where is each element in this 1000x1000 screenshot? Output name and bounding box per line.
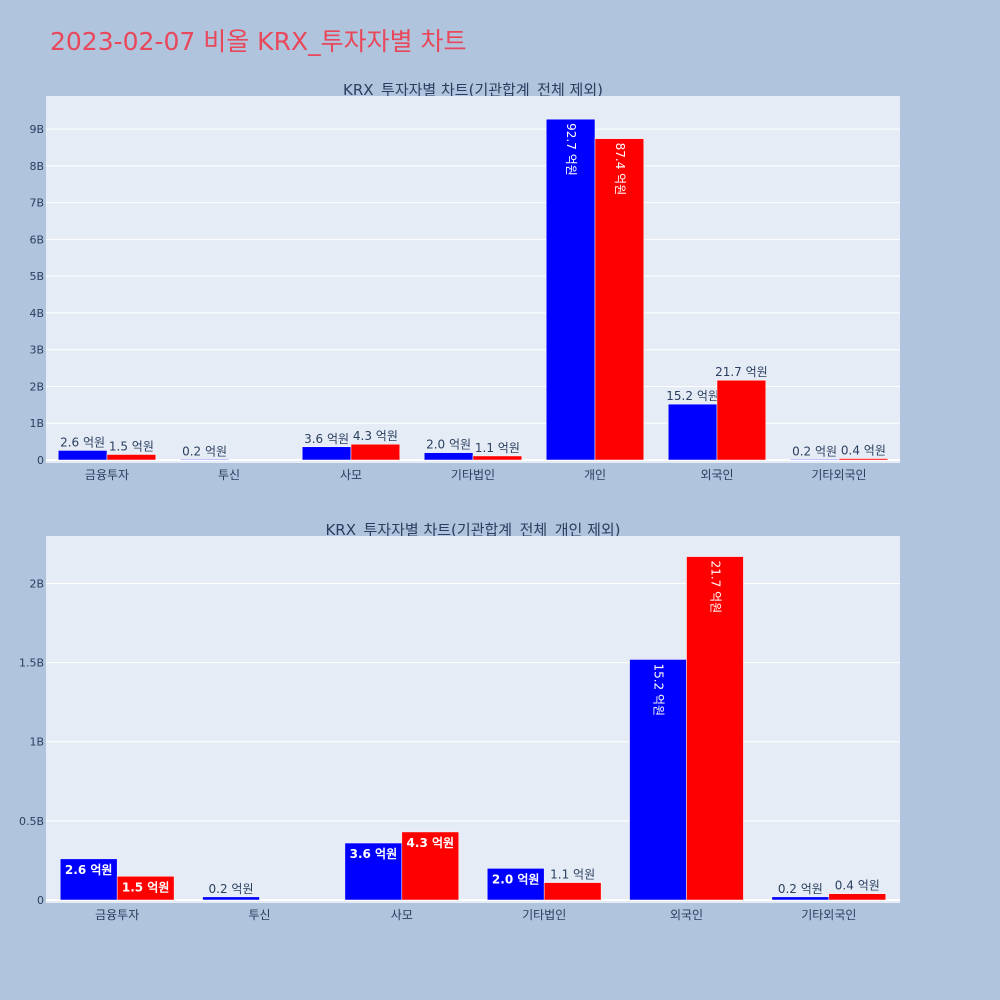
bar xyxy=(472,455,523,461)
data-label: 4.3 억원 xyxy=(353,429,398,443)
data-label: 0.4 억원 xyxy=(835,879,880,893)
bar xyxy=(202,896,260,901)
data-label: 0.2 억원 xyxy=(778,882,823,896)
x-tick-label: 기타외국인 xyxy=(811,468,866,482)
page-title: 2023-02-07 비올 KRX_투자자별 차트 xyxy=(50,27,467,56)
bar xyxy=(543,882,602,901)
x-tick-label: 사모 xyxy=(391,908,413,922)
x-tick-label: 투신 xyxy=(248,908,270,922)
data-label: 4.3 억원 xyxy=(407,836,455,850)
bar xyxy=(344,842,403,901)
bar xyxy=(828,893,887,901)
y-tick-label: 1B xyxy=(29,736,44,749)
y-tick-label: 0.5B xyxy=(19,815,44,828)
bar xyxy=(59,858,118,901)
data-label: 92.7 억원 xyxy=(564,123,578,176)
x-tick-label: 기타법인 xyxy=(522,908,566,922)
data-label: 2.0 억원 xyxy=(426,438,471,452)
y-tick-label: 1B xyxy=(29,417,44,430)
x-tick-label: 금융투자 xyxy=(95,908,139,922)
data-label: 0.2 억원 xyxy=(209,882,254,896)
y-tick-label: 0 xyxy=(37,454,44,467)
chart-2-title: KRX_투자자별 차트(기관합계_전체_개인 제외) xyxy=(325,521,621,539)
bar xyxy=(486,868,545,901)
y-tick-label: 7B xyxy=(29,197,44,210)
data-label: 2.6 억원 xyxy=(60,435,105,449)
y-tick-label: 1.5B xyxy=(19,657,44,670)
bar xyxy=(838,458,889,461)
bar xyxy=(350,443,401,461)
x-tick-label: 기타법인 xyxy=(451,468,495,482)
bar xyxy=(401,831,460,901)
data-label: 15.2 억원 xyxy=(652,663,666,716)
y-tick-label: 9B xyxy=(29,123,44,136)
x-tick-label: 금융투자 xyxy=(85,468,129,482)
data-label: 2.0 억원 xyxy=(492,872,540,886)
x-tick-label: 사모 xyxy=(340,468,362,482)
bar xyxy=(545,118,596,461)
y-tick-label: 8B xyxy=(29,160,44,173)
x-tick-label: 투신 xyxy=(218,468,240,482)
data-label: 0.4 억원 xyxy=(841,444,886,458)
x-tick-label: 외국인 xyxy=(700,468,733,482)
data-label: 0.2 억원 xyxy=(792,444,837,458)
bar xyxy=(594,138,645,461)
y-tick-label: 0 xyxy=(37,894,44,907)
data-label: 3.6 억원 xyxy=(350,847,398,861)
y-tick-label: 4B xyxy=(29,307,44,320)
data-label: 0.2 억원 xyxy=(182,444,227,458)
bar xyxy=(116,876,175,901)
bar xyxy=(179,459,230,461)
data-label: 1.5 억원 xyxy=(109,439,154,453)
bar xyxy=(771,896,830,901)
y-tick-label: 6B xyxy=(29,233,44,246)
y-tick-label: 2B xyxy=(29,577,44,590)
data-label: 15.2 억원 xyxy=(666,389,719,403)
bar xyxy=(106,454,157,461)
data-label: 87.4 억원 xyxy=(613,143,627,196)
data-label: 2.6 억원 xyxy=(65,863,113,877)
data-label: 1.1 억원 xyxy=(550,868,595,882)
data-label: 1.5 억원 xyxy=(122,880,170,894)
data-label: 3.6 억원 xyxy=(304,432,349,446)
y-tick-label: 3B xyxy=(29,344,44,357)
bar xyxy=(629,659,687,901)
data-label: 21.7 억원 xyxy=(708,561,722,614)
bar xyxy=(716,379,767,461)
x-tick-label: 개인 xyxy=(584,468,606,482)
bar xyxy=(686,556,744,901)
x-tick-label: 외국인 xyxy=(670,908,703,922)
y-tick-label: 2B xyxy=(29,380,44,393)
plot-area xyxy=(46,536,900,903)
bar xyxy=(667,403,718,461)
chart-1-title: KRX_투자자별 차트(기관합계_전체 제외) xyxy=(343,81,603,99)
data-label: 21.7 억원 xyxy=(715,365,768,379)
x-tick-label: 기타외국인 xyxy=(801,908,856,922)
y-tick-label: 5B xyxy=(29,270,44,283)
data-label: 1.1 억원 xyxy=(475,441,520,455)
